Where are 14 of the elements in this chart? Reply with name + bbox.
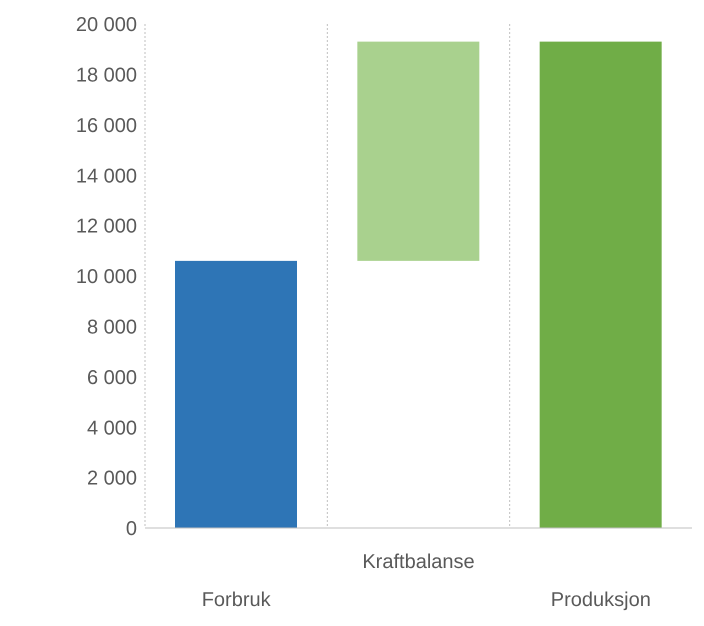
y-tick-label: 6 000 bbox=[86, 366, 137, 389]
y-tick-label: 12 000 bbox=[76, 216, 137, 238]
x-tick-label: Kraftbalanse bbox=[362, 551, 475, 573]
y-tick-label: 8 000 bbox=[86, 316, 137, 338]
y-tick-label: 2 000 bbox=[86, 468, 137, 490]
y-tick-label: 0 bbox=[126, 518, 137, 540]
y-tick-label: 20 000 bbox=[76, 14, 137, 36]
x-tick-label: Produksjon bbox=[550, 589, 651, 611]
y-tick-label: 10 000 bbox=[76, 266, 137, 288]
y-tick-label: 18 000 bbox=[76, 64, 137, 86]
x-tick-label: Forbruk bbox=[202, 589, 272, 611]
y-tick-label: 4 000 bbox=[86, 417, 137, 440]
y-tick-label: 16 000 bbox=[76, 114, 137, 137]
y-tick-label: 14 000 bbox=[76, 165, 137, 188]
